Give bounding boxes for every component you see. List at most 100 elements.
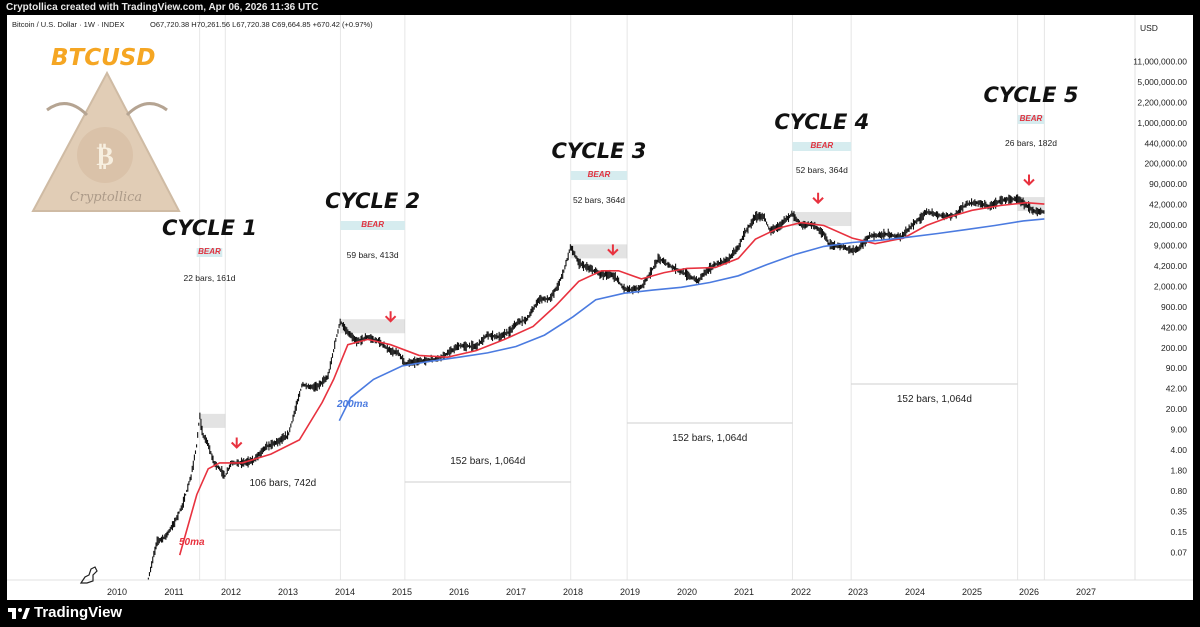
logo-b-glyph: ₿ xyxy=(96,142,113,172)
time-tick-label: 2019 xyxy=(620,587,640,597)
price-tick-label: 420.00 xyxy=(1161,322,1187,332)
top-signal-arrow xyxy=(384,311,397,323)
time-tick-label: 2021 xyxy=(734,587,754,597)
top-signal-arrow xyxy=(607,244,619,256)
range-label: 152 bars, 1,064d xyxy=(450,456,525,467)
cycle-title: CYCLE 2 xyxy=(325,189,420,213)
range-layer: 106 bars, 742d 152 bars, 1,064d 152 bars, … xyxy=(225,383,1018,531)
ma50-line xyxy=(178,201,1045,556)
bear-zone-shading xyxy=(340,319,405,334)
tradingview-logo-icon xyxy=(8,607,30,619)
arrow-head xyxy=(384,315,397,323)
price-tick-label: 20,000.00 xyxy=(1149,220,1187,230)
bear-label: BEAR xyxy=(810,141,833,150)
price-tick-label: 42.00 xyxy=(1166,384,1188,394)
time-scale[interactable]: 2010 2011 2012 2013 2014 2015 2016 2017 2018 2019… xyxy=(7,579,1193,597)
range-label: 152 bars, 1,064d xyxy=(897,394,972,405)
bear-box xyxy=(196,248,223,257)
price-tick-label: 200,000.00 xyxy=(1144,159,1187,169)
bear-duration-label: 22 bars, 161d xyxy=(183,273,235,283)
bear-box xyxy=(792,142,852,151)
time-tick-label: 2024 xyxy=(905,587,925,597)
bear-label: BEAR xyxy=(1020,114,1043,123)
time-tick-label: 2022 xyxy=(791,587,811,597)
top-signal-arrow xyxy=(812,192,824,205)
price-tick-label: 90.00 xyxy=(1166,363,1188,373)
price-tick-label: 90,000.00 xyxy=(1149,179,1187,189)
series-layer xyxy=(147,174,1045,581)
arrow-head xyxy=(230,441,243,449)
time-tick-label: 2026 xyxy=(1019,587,1039,597)
currency-label: USD xyxy=(1140,23,1158,33)
time-tick-label: 2010 xyxy=(107,587,127,597)
range-label: 152 bars, 1,064d xyxy=(672,433,747,444)
price-tick-label: 0.35 xyxy=(1170,506,1187,516)
bear-duration-label: 59 bars, 413d xyxy=(347,250,399,260)
time-tick-label: 2023 xyxy=(848,587,868,597)
time-tick-label: 2020 xyxy=(677,587,697,597)
grid-layer xyxy=(199,15,1045,580)
chart-title: BTCUSD xyxy=(51,45,155,71)
price-tick-label: 20.00 xyxy=(1166,404,1188,414)
bear-duration-label: 52 bars, 364d xyxy=(573,195,625,205)
cycle-title: CYCLE 1 xyxy=(162,216,257,240)
price-tick-label: 0.15 xyxy=(1170,527,1187,537)
time-tick-label: 2015 xyxy=(392,587,412,597)
tradingview-brand[interactable]: TradingView xyxy=(8,604,122,621)
price-tick-label: 42,000.00 xyxy=(1149,200,1187,210)
time-tick-label: 2014 xyxy=(335,587,355,597)
bear-label: BEAR xyxy=(361,220,384,229)
price-tick-label: 9,000.00 xyxy=(1154,241,1187,251)
bear-label: BEAR xyxy=(198,247,221,256)
cycle-title: CYCLE 5 xyxy=(984,83,1079,107)
cycle-title: CYCLE 4 xyxy=(774,110,869,134)
price-tick-label: 200.00 xyxy=(1161,343,1187,353)
time-tick-label: 2027 xyxy=(1076,587,1096,597)
price-tick-label: 0.07 xyxy=(1170,547,1187,557)
price-tick-label: 4,200.00 xyxy=(1154,261,1187,271)
bear-duration-label: 26 bars, 182d xyxy=(1005,138,1057,148)
top-signal-arrow xyxy=(1023,174,1035,186)
logo-triangle xyxy=(31,70,181,212)
tradingview-brand-text: TradingView xyxy=(34,604,123,621)
price-tick-label: 1.80 xyxy=(1170,465,1187,475)
price-tick-label: 900.00 xyxy=(1161,302,1187,312)
symbol-label: Bitcoin / U.S. Dollar · 1W · INDEX xyxy=(12,20,125,29)
arrow-head xyxy=(1023,178,1035,186)
cryptollica-logo: ₿ Cryptollica xyxy=(31,70,181,212)
bear-label: BEAR xyxy=(588,170,611,179)
price-scale[interactable]: USD 11,000,000.00 5,000,000.00 2,200,000.00… xyxy=(1133,15,1187,580)
creator-bar: Cryptollica created with TradingView.com… xyxy=(0,0,1200,15)
bear-box xyxy=(340,221,405,230)
time-tick-label: 2012 xyxy=(221,587,241,597)
price-tick-label: 0.80 xyxy=(1170,486,1187,496)
time-tick-label: 2011 xyxy=(164,587,183,597)
bear-zone-shading xyxy=(199,413,226,428)
price-tick-label: 440,000.00 xyxy=(1144,138,1187,148)
bear-box xyxy=(1017,115,1045,124)
ma200-annotation: 200ma xyxy=(336,399,369,410)
price-tick-label: 9.00 xyxy=(1170,425,1187,435)
footer-bar: TradingView xyxy=(0,600,1200,627)
creator-credit: Cryptollica created with TradingView.com… xyxy=(6,2,319,13)
price-tick-label: 4.00 xyxy=(1170,445,1187,455)
bear-shading-layer xyxy=(199,197,1045,428)
price-tick-label: 1,000,000.00 xyxy=(1137,118,1187,128)
price-tick-label: 5,000,000.00 xyxy=(1137,77,1187,87)
time-tick-label: 2017 xyxy=(506,587,526,597)
bear-zone-shading xyxy=(570,244,628,259)
chart-panel[interactable]: 106 bars, 742d 152 bars, 1,064d 152 bars, … xyxy=(7,15,1193,600)
ma200-line xyxy=(338,218,1045,422)
price-tick-label: 2,200,000.00 xyxy=(1137,97,1187,107)
arrow-head xyxy=(607,248,619,256)
range-label: 106 bars, 742d xyxy=(250,478,317,489)
chart-canvas[interactable]: 106 bars, 742d 152 bars, 1,064d 152 bars, … xyxy=(7,15,1193,600)
bear-box xyxy=(570,171,628,180)
logo-coin xyxy=(77,127,133,183)
dino-icon xyxy=(79,566,98,584)
arrow-head xyxy=(812,197,824,205)
bear-duration-label: 52 bars, 364d xyxy=(796,165,848,175)
logo-wordmark: Cryptollica xyxy=(70,190,142,205)
ma50-annotation: 50ma xyxy=(179,537,205,548)
